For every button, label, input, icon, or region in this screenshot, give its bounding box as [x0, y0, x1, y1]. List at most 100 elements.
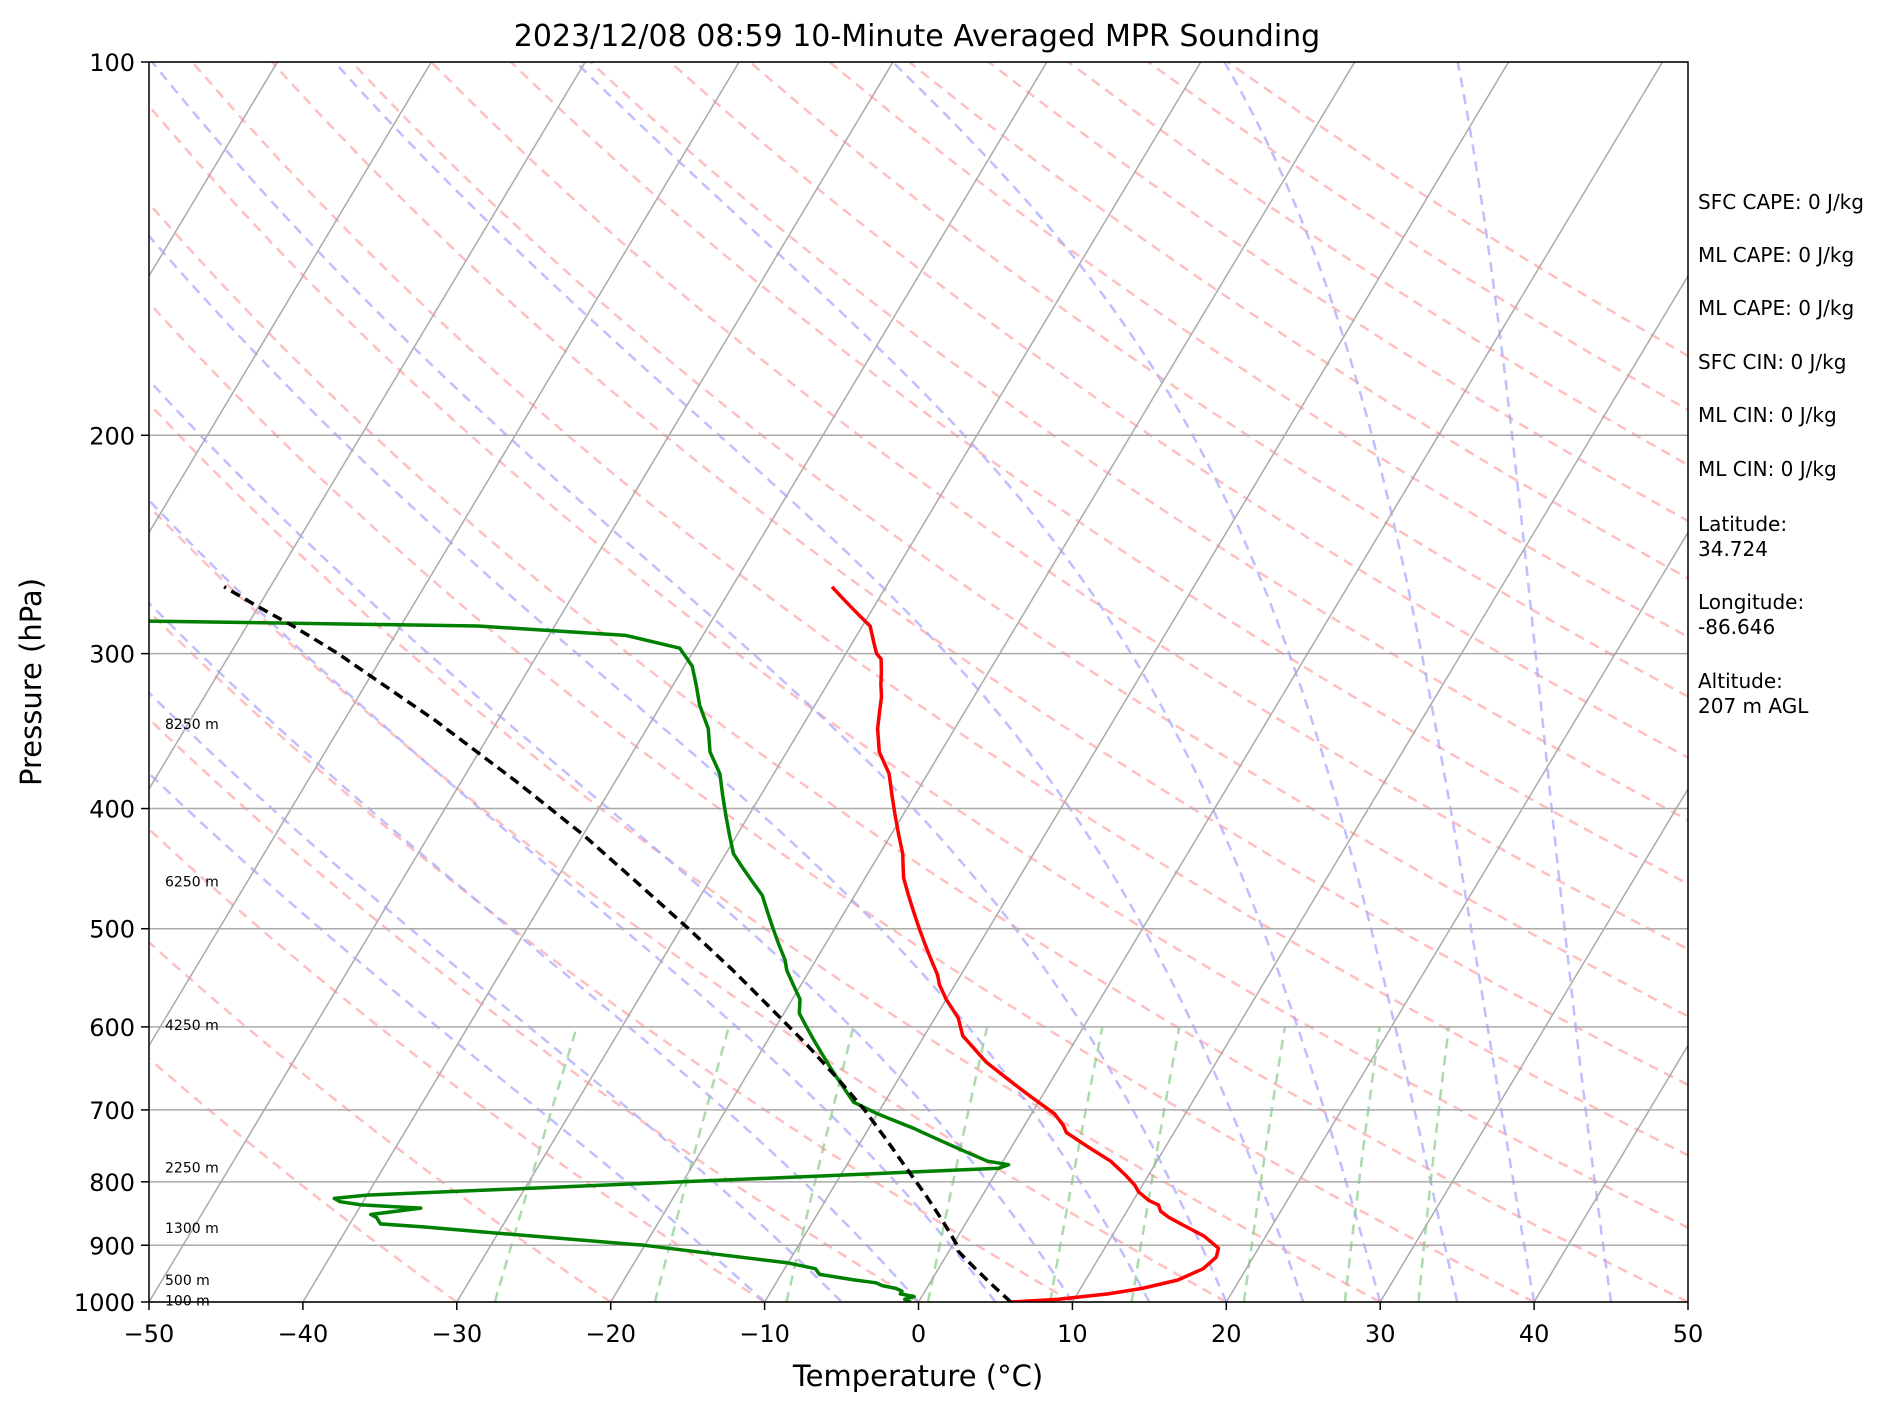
y-tick-label: 400 — [89, 796, 135, 824]
plot-frame — [148, 61, 1689, 1303]
x-tick-label: 0 — [911, 1320, 926, 1348]
sounding-annotation: Longitude: -86.646 — [1698, 590, 1805, 639]
dry-adiabat — [149, 827, 766, 1302]
dry-adiabat — [510, 62, 1688, 886]
sounding-annotation: ML CIN: 0 J/kg — [1698, 457, 1837, 481]
isotherm — [149, 62, 432, 534]
mixing-ratio-line — [1343, 1026, 1381, 1302]
reference-lines — [149, 62, 1688, 1302]
y-tick-label: 600 — [89, 1014, 135, 1042]
y-tick-label: 1000 — [74, 1289, 135, 1317]
dry-adiabat — [149, 717, 920, 1302]
temperature-line — [830, 585, 1221, 1302]
y-tick-label: 900 — [89, 1232, 135, 1260]
dry-adiabat — [149, 504, 1227, 1302]
x-tick-label: 40 — [1519, 1320, 1550, 1348]
x-tick-label: −10 — [739, 1320, 790, 1348]
moist-adiabat — [891, 62, 1459, 1302]
dry-adiabat — [149, 401, 1381, 1302]
dry-adiabat — [270, 62, 1688, 1087]
dewpoint-line — [149, 619, 1011, 1302]
x-tick-label: −40 — [278, 1320, 329, 1348]
dry-adiabat — [149, 1056, 458, 1302]
dry-adiabat — [350, 62, 1688, 1018]
isotherm — [149, 62, 740, 1047]
sounding-profiles — [149, 585, 1221, 1302]
isotherm — [1071, 274, 1688, 1302]
y-tick-label: 700 — [89, 1097, 135, 1125]
y-tick-label: 500 — [89, 916, 135, 944]
mixing-ratio-line — [493, 1026, 578, 1302]
isotherm — [149, 62, 894, 1302]
mixing-ratio-line — [926, 1026, 989, 1302]
y-tick-label: 800 — [89, 1169, 135, 1197]
isotherm — [1533, 1044, 1688, 1302]
mixing-ratio-line — [653, 1026, 731, 1302]
sounding-annotation: Altitude: 207 m AGL — [1698, 669, 1809, 718]
isotherm — [302, 62, 1048, 1302]
x-tick-label: 20 — [1211, 1320, 1242, 1348]
isotherm — [149, 62, 279, 278]
sounding-annotation: ML CAPE: 0 J/kg — [1698, 296, 1855, 320]
dry-adiabat — [149, 300, 1535, 1302]
y-tick-label: 100 — [89, 49, 135, 77]
height-label: 500 m — [165, 1273, 210, 1289]
moist-adiabat — [149, 601, 920, 1302]
mixing-ratio-line — [785, 1026, 855, 1302]
isotherm — [1379, 787, 1688, 1302]
moist-adiabat — [149, 691, 843, 1302]
sounding-annotation: SFC CAPE: 0 J/kg — [1698, 190, 1864, 214]
isotherm — [610, 62, 1356, 1302]
dry-adiabat — [149, 940, 612, 1302]
dry-adiabat — [669, 62, 1688, 759]
moist-adiabat — [151, 62, 1228, 1302]
x-axis-label: Temperature (°C) — [792, 1359, 1043, 1393]
x-tick-label: 50 — [1673, 1320, 1704, 1348]
y-tick-label: 300 — [89, 641, 135, 669]
isotherm — [917, 62, 1664, 1302]
sounding-annotation: SFC CIN: 0 J/kg — [1698, 350, 1847, 374]
moist-adiabat — [1223, 62, 1536, 1302]
dry-adiabat — [430, 62, 1688, 951]
moist-adiabat — [1456, 62, 1613, 1302]
moist-adiabat — [149, 234, 1151, 1302]
height-label: 6250 m — [165, 874, 219, 890]
sounding-annotation: ML CAPE: 0 J/kg — [1698, 243, 1855, 267]
height-label: 1300 m — [165, 1221, 219, 1237]
x-axis-ticks: −50 −40 −30 −20 −10 0 10 20 30 40 50 — [124, 1302, 1704, 1348]
mixing-ratio-line — [1417, 1026, 1451, 1302]
height-label: 4250 m — [165, 1018, 219, 1034]
x-tick-label: −50 — [124, 1320, 175, 1348]
height-labels: 100 m 500 m 1300 m 2250 m 4250 m 6250 m 8250 m — [165, 717, 219, 1309]
height-label: 100 m — [165, 1293, 210, 1309]
sounding-annotation: ML CIN: 0 J/kg — [1698, 403, 1837, 427]
height-label: 2250 m — [165, 1161, 219, 1177]
isotherm — [149, 62, 586, 791]
isotherm — [456, 62, 1202, 1302]
x-tick-label: 30 — [1365, 1320, 1396, 1348]
dry-adiabat — [149, 201, 1688, 1302]
x-tick-label: −30 — [431, 1320, 482, 1348]
dry-adiabat — [908, 62, 1688, 580]
x-tick-label: −20 — [585, 1320, 636, 1348]
dry-adiabat — [149, 103, 1688, 1230]
moist-adiabat — [333, 62, 1305, 1302]
moist-adiabat — [149, 771, 766, 1302]
height-label: 8250 m — [165, 717, 219, 733]
isotherm — [763, 62, 1510, 1302]
dry-adiabat — [191, 62, 1688, 1157]
pressure-gridlines — [149, 61, 1688, 1303]
moist-adiabat — [149, 378, 1074, 1302]
moist-adiabat — [149, 498, 997, 1302]
x-tick-label: 10 — [1057, 1320, 1088, 1348]
sounding-annotation: Latitude: 34.724 — [1698, 512, 1788, 561]
y-axis-label: Pressure (hPa) — [14, 578, 48, 786]
chart-title: 2023/12/08 08:59 10-Minute Averaged MPR … — [514, 19, 1320, 54]
y-axis-ticks: 100 200 300 400 500 600 700 800 900 1000 — [74, 49, 149, 1317]
parcel-line — [223, 585, 1012, 1302]
isotherm — [1225, 531, 1688, 1302]
y-tick-label: 200 — [89, 422, 135, 450]
dry-adiabat — [828, 62, 1688, 639]
dry-adiabat — [589, 62, 1688, 822]
